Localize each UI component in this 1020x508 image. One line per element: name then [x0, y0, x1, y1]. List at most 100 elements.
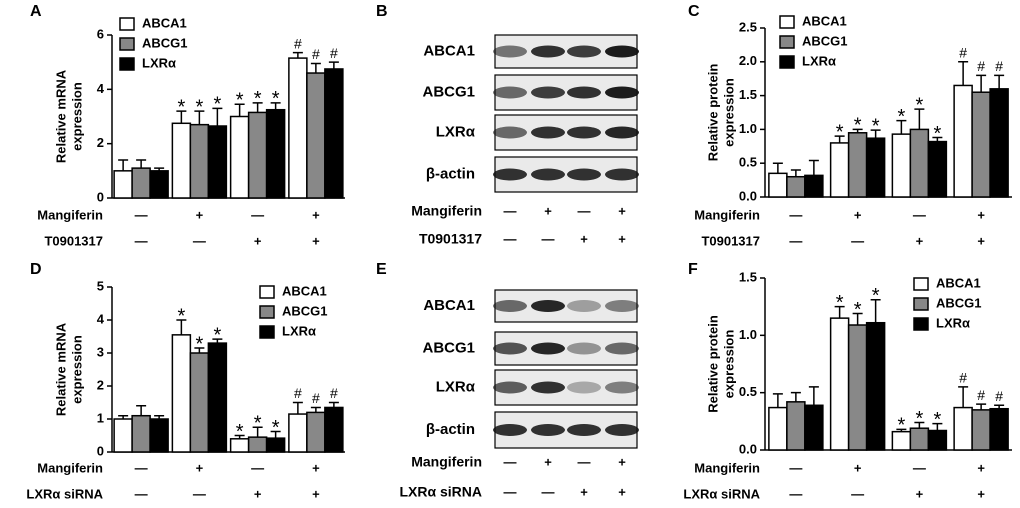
- y-axis-label: expression: [721, 78, 736, 147]
- bar: [829, 317, 850, 451]
- y-axis-label: expression: [721, 330, 736, 399]
- treatment-sign: —: [542, 484, 555, 499]
- significance-mark: #: [995, 388, 1003, 404]
- blot-band: [531, 424, 565, 436]
- blot-band: [531, 381, 565, 394]
- y-axis-label: expression: [69, 82, 84, 151]
- error-bar: [852, 312, 863, 326]
- y-tick-label: 2: [97, 377, 104, 392]
- significance-mark: *: [897, 415, 905, 437]
- treatment-sign: +: [544, 203, 552, 218]
- legend-swatch: [119, 17, 135, 31]
- blot-band: [605, 342, 639, 355]
- error-bar: [958, 386, 969, 408]
- blot-band: [493, 424, 527, 436]
- y-axis-label: Relative mRNA: [53, 322, 68, 416]
- significance-mark: #: [977, 387, 985, 403]
- significance-mark: *: [272, 417, 280, 439]
- error-bar: [914, 421, 925, 429]
- treatment-sign: +: [854, 460, 862, 475]
- blot-band: [567, 86, 601, 99]
- legend-label: ABCG1: [936, 295, 982, 310]
- blot-band: [567, 424, 601, 436]
- treatment-sign: —: [251, 460, 264, 475]
- error-bar: [808, 386, 819, 406]
- error-bar: [790, 391, 801, 402]
- error-bar: [976, 74, 987, 93]
- treatment-sign: —: [542, 231, 555, 246]
- significance-mark: *: [272, 88, 280, 110]
- error-bar: [118, 159, 129, 171]
- bar: [953, 84, 973, 198]
- error-bar: [994, 74, 1005, 89]
- error-bar: [994, 404, 1005, 409]
- bar: [171, 122, 192, 199]
- error-bar: [328, 401, 339, 408]
- treatment-label: LXRα siRNA: [26, 486, 103, 501]
- y-tick-label: 2: [97, 135, 104, 150]
- bar: [149, 170, 169, 199]
- significance-mark: *: [177, 305, 185, 327]
- error-bar: [834, 305, 845, 319]
- error-bar: [136, 405, 147, 416]
- blot-band: [531, 45, 565, 58]
- significance-mark: #: [294, 35, 302, 51]
- bar: [189, 123, 210, 199]
- error-bar: [870, 129, 881, 139]
- significance-mark: *: [213, 94, 221, 116]
- treatment-label: LXRα siRNA: [399, 484, 482, 500]
- significance-mark: *: [177, 96, 185, 118]
- y-axis-label: Relative mRNA: [53, 69, 68, 163]
- bar: [891, 133, 912, 198]
- bar: [324, 68, 344, 199]
- legend-swatch: [779, 15, 795, 29]
- treatment-sign: +: [977, 233, 985, 248]
- y-tick-label: 1.0: [739, 121, 757, 136]
- treatment-sign: +: [580, 231, 588, 246]
- blot-band: [531, 300, 565, 312]
- panel-label: F: [688, 261, 698, 278]
- treatment-sign: +: [196, 460, 204, 475]
- significance-mark: *: [897, 106, 905, 128]
- error-bar: [118, 414, 129, 419]
- protein-label: ABCA1: [423, 42, 475, 59]
- y-tick-label: 0: [97, 189, 104, 204]
- significance-mark: *: [915, 94, 923, 116]
- significance-mark: #: [959, 370, 967, 386]
- y-tick-label: 2.0: [739, 53, 757, 68]
- blot-band: [605, 86, 639, 99]
- blot-band: [605, 300, 639, 312]
- treatment-label: Mangiferin: [694, 207, 760, 222]
- blot-band: [493, 86, 527, 99]
- legend-label: ABCA1: [936, 275, 981, 290]
- blot-band: [531, 168, 565, 181]
- legend-swatch: [913, 317, 929, 331]
- bar: [909, 427, 930, 451]
- error-bar: [154, 167, 165, 171]
- error-bar: [310, 406, 321, 413]
- treatment-sign: —: [135, 486, 148, 501]
- legend-label: ABCA1: [142, 15, 187, 30]
- significance-mark: *: [854, 299, 862, 321]
- bar: [865, 321, 886, 451]
- significance-mark: *: [254, 88, 262, 110]
- bar: [306, 72, 326, 199]
- y-tick-label: 1.5: [739, 269, 757, 284]
- bar: [113, 418, 133, 453]
- treatment-sign: —: [504, 203, 517, 218]
- bar: [971, 91, 991, 198]
- y-axis-label: expression: [69, 335, 84, 404]
- treatment-label: Mangiferin: [411, 203, 482, 219]
- bar: [207, 342, 228, 453]
- treatment-sign: —: [851, 486, 864, 501]
- bar: [229, 115, 250, 199]
- bar: [189, 352, 210, 453]
- error-bar: [292, 51, 303, 59]
- treatment-sign: +: [977, 486, 985, 501]
- error-bar: [154, 414, 165, 419]
- legend-label: LXRα: [142, 55, 176, 70]
- protein-label: β-actin: [426, 165, 475, 182]
- error-bar: [870, 299, 881, 323]
- treatment-sign: —: [789, 233, 802, 248]
- error-bar: [270, 102, 281, 110]
